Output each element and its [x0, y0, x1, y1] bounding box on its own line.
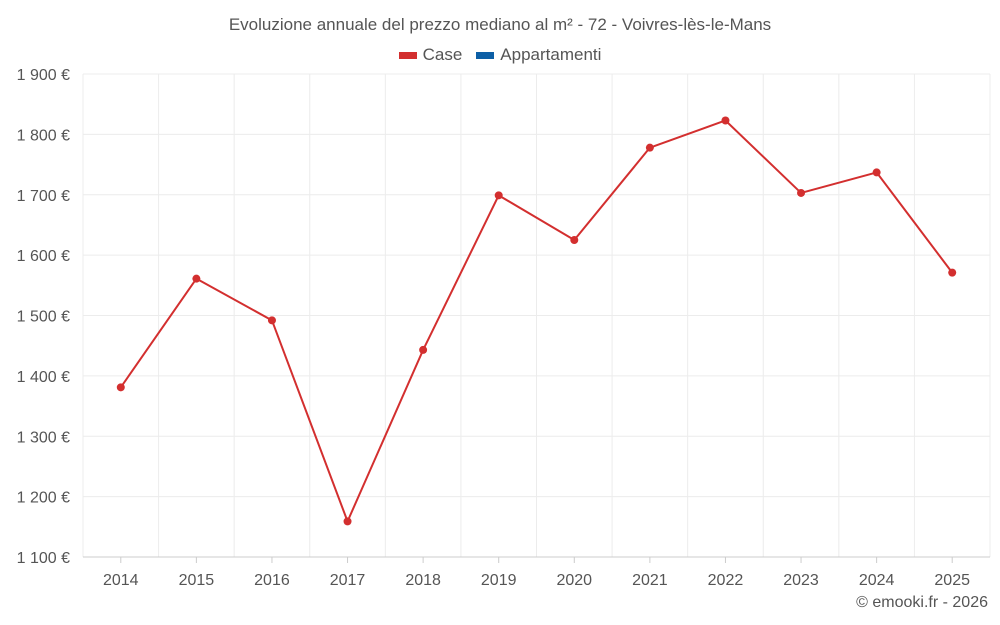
- x-tick-label: 2014: [103, 572, 139, 589]
- x-tick-label: 2019: [481, 572, 517, 589]
- data-point: [570, 236, 579, 245]
- legend-label-appartamenti: Appartamenti: [500, 45, 602, 64]
- chart-title: Evoluzione annuale del prezzo mediano al…: [228, 15, 772, 34]
- x-tick-label: 2020: [556, 572, 592, 589]
- data-point: [116, 383, 125, 392]
- legend-swatch-appartamenti: [476, 51, 495, 59]
- y-tick-label: 1 400 €: [17, 369, 70, 386]
- x-tick-label: 2021: [632, 572, 668, 589]
- y-tick-label: 1 800 €: [17, 127, 70, 144]
- data-point: [797, 188, 806, 197]
- y-tick-label: 1 700 €: [17, 188, 70, 205]
- x-tick-label: 2022: [708, 572, 744, 589]
- y-tick-label: 1 500 €: [17, 309, 70, 326]
- legend-item-case[interactable]: Case: [398, 45, 463, 65]
- y-tick-label: 1 600 €: [17, 248, 70, 265]
- y-tick-label: 1 900 €: [17, 67, 70, 84]
- data-point: [645, 143, 654, 152]
- data-point: [343, 517, 352, 526]
- x-tick-label: 2025: [934, 572, 970, 589]
- data-point: [419, 345, 428, 354]
- data-point: [267, 316, 276, 325]
- credit-text: © emooki.fr - 2026: [856, 594, 988, 611]
- data-point: [494, 191, 503, 200]
- legend-label-case: Case: [422, 45, 463, 64]
- legend-item-appartamenti[interactable]: Appartamenti: [476, 45, 601, 65]
- data-point: [872, 168, 881, 177]
- y-tick-label: 1 200 €: [17, 490, 70, 507]
- x-tick-label: 2017: [330, 572, 366, 589]
- data-point: [721, 116, 730, 125]
- series-line-case: [119, 119, 954, 523]
- x-tick-label: 2023: [783, 572, 819, 589]
- x-tick-label: 2024: [859, 572, 895, 589]
- x-tick-label: 2018: [405, 572, 441, 589]
- data-point: [192, 274, 201, 283]
- legend-swatch-case: [398, 51, 417, 59]
- legend: Case Appartamenti: [0, 45, 1000, 65]
- x-tick-label: 2015: [179, 572, 215, 589]
- x-tick-label: 2016: [254, 572, 290, 589]
- y-tick-label: 1 300 €: [17, 429, 70, 446]
- data-point: [948, 268, 957, 277]
- y-tick-label: 1 100 €: [17, 550, 70, 567]
